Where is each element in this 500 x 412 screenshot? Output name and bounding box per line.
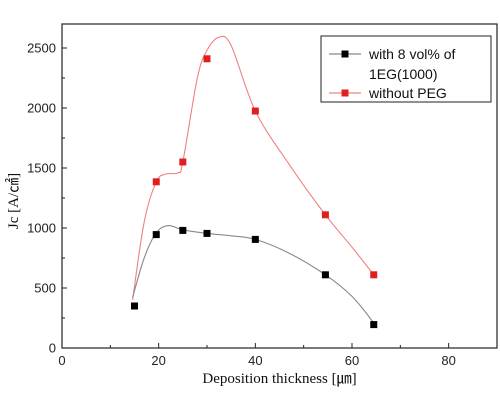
- series-1-point: [131, 302, 138, 310]
- legend-label-2: without PEG: [368, 85, 447, 101]
- series-layer: [131, 35, 378, 329]
- x-tick-label: 80: [441, 353, 455, 368]
- y-tick-label: 2500: [27, 41, 56, 56]
- y-tick-label: 1000: [27, 221, 56, 236]
- series-1-point: [251, 235, 259, 243]
- series-2-point: [370, 271, 378, 279]
- series-2-point: [321, 211, 329, 219]
- y-tick-label: 2000: [27, 101, 56, 116]
- series-line-2: [132, 35, 375, 301]
- x-tick-label: 0: [58, 353, 65, 368]
- series-2-point: [152, 178, 160, 186]
- series-2-point: [203, 55, 211, 63]
- plot-frame: [61, 23, 498, 349]
- legend-swatch-marker-2: [341, 89, 349, 97]
- ticks-layer: 0 20 40 60 80 0 500 1000 1500 2000 2500: [27, 41, 456, 369]
- x-tick-label: 20: [151, 353, 165, 368]
- y-axis-title: Jc [A/㎠]: [5, 173, 22, 229]
- y-tick-label: 500: [34, 281, 56, 296]
- x-tick-label: 60: [345, 353, 359, 368]
- x-tick-label: 40: [248, 353, 262, 368]
- series-2-point: [251, 107, 259, 115]
- legend-label-1: with 8 vol% of: [368, 46, 455, 62]
- series-2-point: [179, 158, 187, 166]
- series-1-point: [179, 226, 187, 234]
- legend-box: [320, 35, 492, 103]
- legend-swatch-marker-1: [341, 50, 349, 58]
- series-1-point: [321, 271, 329, 279]
- y-tick-label: 0: [49, 341, 56, 356]
- y-tick-label: 1500: [27, 161, 56, 176]
- x-axis-title: Deposition thickness [㎛]: [202, 371, 356, 387]
- legend-label-1: 1EG(1000): [369, 66, 437, 82]
- series-1-point: [370, 321, 378, 329]
- series-1-point: [203, 229, 211, 237]
- legend: with 8 vol% of 1EG(1000) without PEG: [320, 35, 492, 103]
- series-1-point: [152, 231, 160, 239]
